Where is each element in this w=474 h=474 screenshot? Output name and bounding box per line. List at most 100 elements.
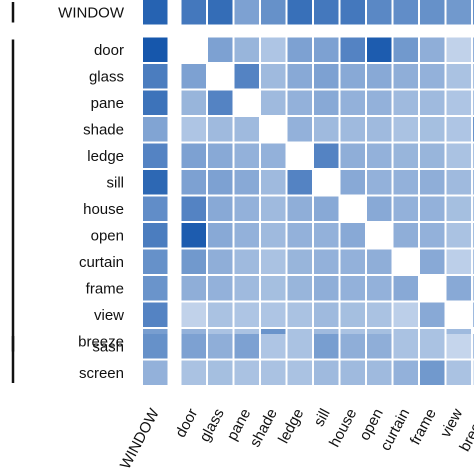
heatmap-cells <box>143 0 474 385</box>
cell-window-curtain <box>393 0 418 25</box>
cell-pane-window <box>143 90 168 115</box>
column-label-house: house <box>326 406 360 450</box>
row-label-house: house <box>83 201 124 218</box>
cell-door-open <box>367 37 392 62</box>
cell-pane-pane <box>234 90 259 115</box>
cell-door-house <box>340 37 365 62</box>
cell-sash-open <box>367 334 392 359</box>
row-label-window: WINDOW <box>58 4 125 21</box>
column-label-glass: glass <box>196 406 227 445</box>
cell-curtain-open <box>367 249 392 274</box>
cell-house-ledge <box>287 196 312 221</box>
cell-pane-shade <box>261 90 286 115</box>
cell-view-view <box>446 302 471 327</box>
cell-window-view <box>446 0 471 25</box>
cell-glass-shade <box>261 64 286 89</box>
column-label-frame: frame <box>407 406 440 448</box>
cell-sill-glass <box>208 170 233 195</box>
cell-ledge-sill <box>314 143 339 168</box>
cell-window-house <box>340 0 365 25</box>
cell-glass-window <box>143 64 168 89</box>
cell-curtain-glass <box>208 249 233 274</box>
column-label-shade: shade <box>247 406 281 450</box>
cell-window-door <box>181 0 206 25</box>
cell-sill-door <box>181 170 206 195</box>
cell-screen-shade <box>261 360 286 385</box>
row-label-glass: glass <box>89 68 124 85</box>
cell-ledge-ledge <box>287 143 312 168</box>
cell-window-shade <box>261 0 286 25</box>
cell-open-curtain <box>393 223 418 248</box>
cell-glass-sill <box>314 64 339 89</box>
row-label-frame: frame <box>86 280 124 297</box>
cell-glass-pane <box>234 64 259 89</box>
cell-open-frame <box>420 223 445 248</box>
cell-open-ledge <box>287 223 312 248</box>
cell-window-sill <box>314 0 339 25</box>
cell-frame-glass <box>208 276 233 301</box>
cell-house-curtain <box>393 196 418 221</box>
cell-window-ledge <box>287 0 312 25</box>
cell-house-glass <box>208 196 233 221</box>
cell-ledge-glass <box>208 143 233 168</box>
cell-view-frame <box>420 302 445 327</box>
cell-view-door <box>181 302 206 327</box>
cell-curtain-view <box>446 249 471 274</box>
cell-window-glass <box>208 0 233 25</box>
cell-sash-door <box>181 334 206 359</box>
cell-sash-house <box>340 334 365 359</box>
cell-glass-curtain <box>393 64 418 89</box>
cell-house-view <box>446 196 471 221</box>
cell-pane-curtain <box>393 90 418 115</box>
cell-open-glass <box>208 223 233 248</box>
cell-window-window <box>143 0 168 25</box>
cell-sill-frame <box>420 170 445 195</box>
cell-window-frame <box>420 0 445 25</box>
row-label-open: open <box>91 227 124 244</box>
cell-door-view <box>446 37 471 62</box>
cell-view-house <box>340 302 365 327</box>
cell-pane-sill <box>314 90 339 115</box>
cell-screen-glass <box>208 360 233 385</box>
cell-screen-frame <box>420 360 445 385</box>
cell-ledge-door <box>181 143 206 168</box>
cell-shade-frame <box>420 117 445 142</box>
column-label-window: WINDOW <box>117 405 163 472</box>
cell-frame-pane <box>234 276 259 301</box>
cell-screen-ledge <box>287 360 312 385</box>
row-label-pane: pane <box>91 95 124 112</box>
row-label-ledge: ledge <box>87 148 124 165</box>
cell-door-shade <box>261 37 286 62</box>
cell-pane-door <box>181 90 206 115</box>
cell-shade-shade <box>261 117 286 142</box>
cell-pane-glass <box>208 90 233 115</box>
cell-sash-glass <box>208 334 233 359</box>
cell-view-ledge <box>287 302 312 327</box>
cell-open-door <box>181 223 206 248</box>
cell-view-window <box>143 302 168 327</box>
row-label-sill: sill <box>107 174 125 191</box>
cell-door-pane <box>234 37 259 62</box>
cell-view-pane <box>234 302 259 327</box>
cell-shade-house <box>340 117 365 142</box>
row-label-shade: shade <box>83 121 124 138</box>
cell-frame-view <box>446 276 471 301</box>
cell-ledge-pane <box>234 143 259 168</box>
cell-glass-frame <box>420 64 445 89</box>
cell-sash-ledge <box>287 334 312 359</box>
cell-ledge-shade <box>261 143 286 168</box>
cell-screen-window <box>143 360 168 385</box>
cell-sash-shade <box>261 334 286 359</box>
cell-glass-door <box>181 64 206 89</box>
cell-frame-door <box>181 276 206 301</box>
cell-curtain-sill <box>314 249 339 274</box>
column-label-ledge: ledge <box>275 406 307 446</box>
cell-ledge-frame <box>420 143 445 168</box>
row-label-door: door <box>94 42 124 59</box>
cell-screen-open <box>367 360 392 385</box>
row-label-view: view <box>94 307 124 324</box>
cell-open-open <box>367 223 392 248</box>
row-label-breeze: breeze <box>78 333 124 350</box>
row-labels: WINDOW door glass pane shade ledge sill house op… <box>58 4 125 382</box>
